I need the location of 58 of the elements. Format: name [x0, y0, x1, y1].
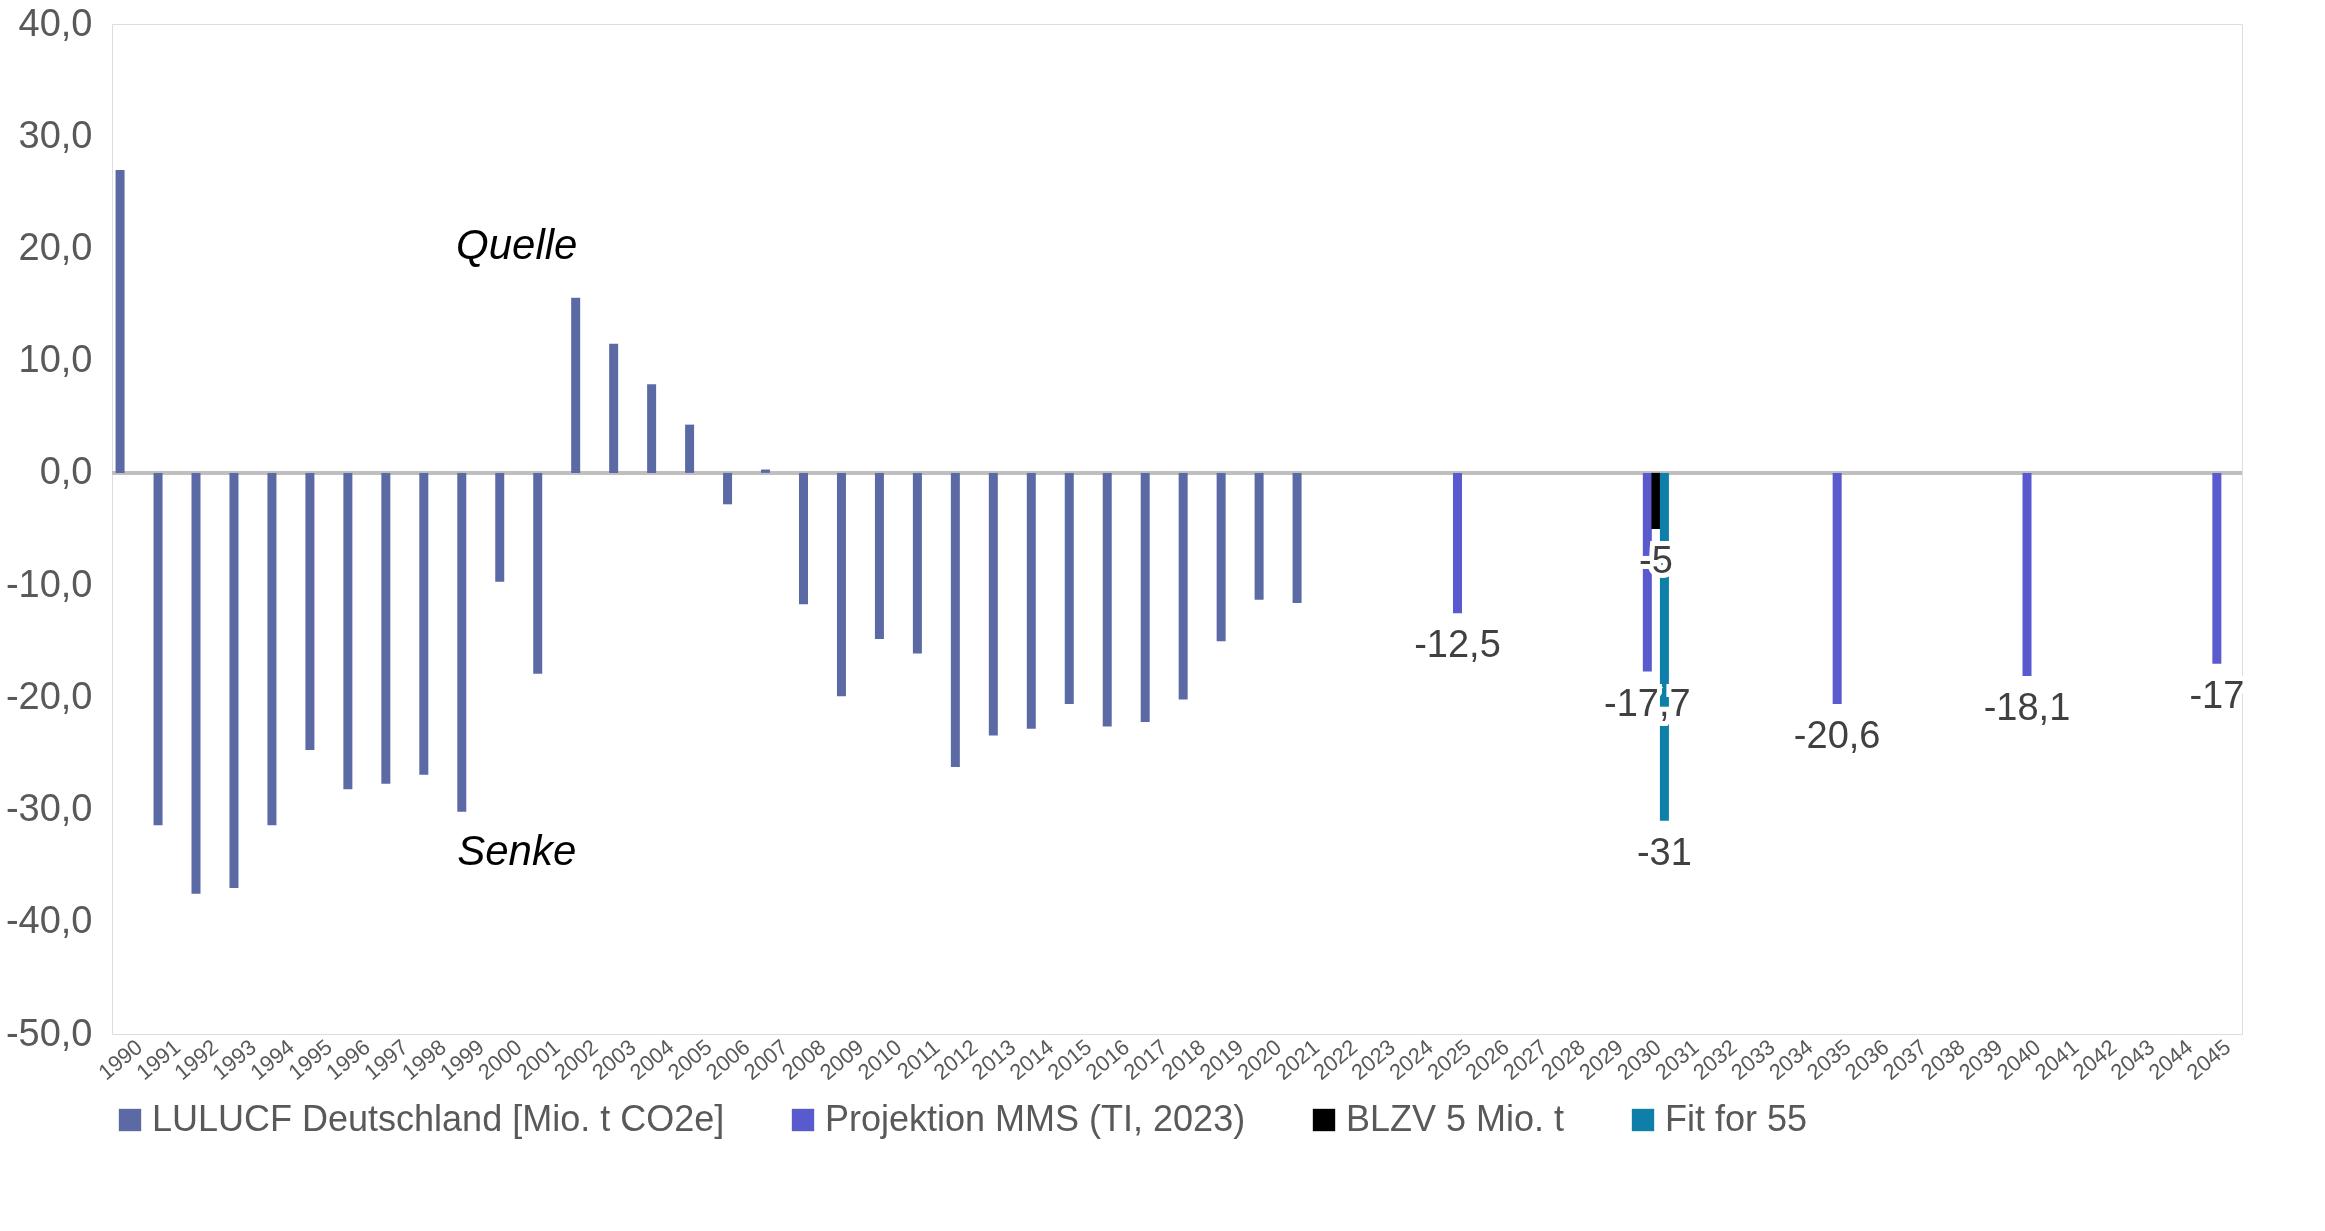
bar	[1064, 472, 1074, 705]
bar	[609, 343, 619, 473]
annotation: Senke	[457, 827, 577, 875]
data-label: -17	[2189, 673, 2245, 716]
bar	[1178, 472, 1188, 700]
bar	[305, 472, 315, 751]
data-label: -12,5	[1414, 623, 1501, 666]
data-label: -31	[1636, 830, 1692, 873]
y-tick-label: -20,0	[5, 674, 93, 717]
y-tick-label: -10,0	[5, 562, 93, 605]
y-tick-label: 30,0	[18, 113, 93, 156]
legend-label: Fit for 55	[1665, 1098, 1808, 1139]
data-label: -20,6	[1793, 714, 1881, 757]
bar	[153, 472, 163, 826]
bar	[267, 472, 277, 826]
bar	[685, 424, 695, 473]
bar	[1832, 472, 1842, 705]
bar	[2212, 472, 2222, 664]
y-tick-label: 20,0	[18, 225, 93, 268]
bar	[1102, 472, 1112, 727]
bar	[419, 472, 429, 775]
bar	[533, 472, 543, 674]
bar	[836, 472, 846, 697]
y-tick-label: 40,0	[18, 1, 93, 44]
bar	[647, 384, 657, 473]
y-tick-label: -30,0	[5, 787, 93, 830]
bar	[874, 472, 884, 639]
y-tick-label: 10,0	[18, 338, 93, 381]
bar	[1452, 472, 1462, 614]
bar	[798, 472, 808, 605]
bar	[761, 469, 771, 473]
bar	[191, 472, 201, 894]
bar	[1026, 472, 1036, 729]
bar	[1216, 472, 1226, 642]
bar	[495, 472, 505, 582]
legend-label: BLZV 5 Mio. t	[1346, 1098, 1565, 1139]
y-tick-label: 0,0	[39, 450, 93, 493]
bar	[229, 472, 239, 889]
bar	[1254, 472, 1264, 600]
bar	[381, 472, 391, 784]
bar	[571, 297, 581, 473]
bar	[950, 472, 960, 767]
legend-label: LULUCF Deutschland [Mio. t CO2e]	[152, 1098, 725, 1139]
annotation: Quelle	[456, 221, 578, 269]
bar	[1651, 472, 1661, 529]
data-label: -18,1	[1983, 686, 2071, 729]
bar	[1292, 472, 1302, 604]
bar	[115, 169, 125, 473]
bar	[2022, 472, 2032, 677]
bar	[988, 472, 998, 736]
bar	[723, 472, 733, 505]
bar	[457, 472, 467, 812]
y-tick-label: -50,0	[5, 1011, 93, 1054]
legend-label: Projektion MMS (TI, 2023)	[825, 1098, 1246, 1139]
y-tick-label: -40,0	[5, 899, 93, 942]
bar	[1140, 472, 1150, 723]
bar	[343, 472, 353, 790]
bar	[912, 472, 922, 654]
